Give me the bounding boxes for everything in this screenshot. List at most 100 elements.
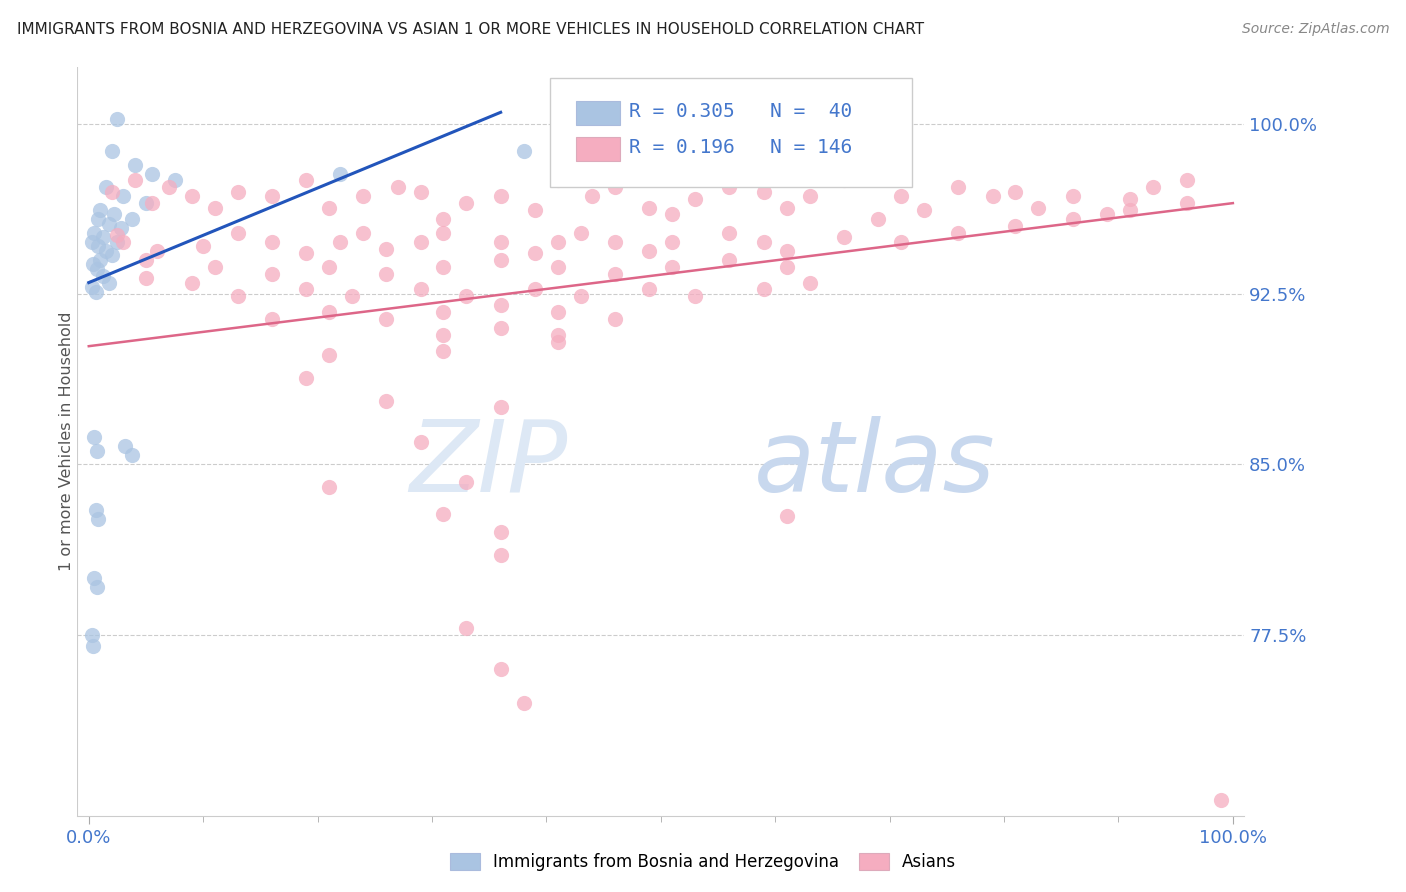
Point xyxy=(89,202,111,217)
Point xyxy=(547,173,569,187)
Point xyxy=(86,443,108,458)
Point xyxy=(456,289,478,303)
Point xyxy=(260,235,283,249)
Point xyxy=(683,289,706,303)
Point xyxy=(409,434,432,449)
Point xyxy=(329,235,352,249)
Point xyxy=(547,327,569,342)
Point xyxy=(776,201,799,215)
Point xyxy=(91,230,114,244)
Point xyxy=(409,185,432,199)
Point xyxy=(832,230,855,244)
Point xyxy=(1062,212,1084,227)
Point xyxy=(318,305,340,319)
Text: IMMIGRANTS FROM BOSNIA AND HERZEGOVINA VS ASIAN 1 OR MORE VEHICLES IN HOUSEHOLD : IMMIGRANTS FROM BOSNIA AND HERZEGOVINA V… xyxy=(17,22,924,37)
Point xyxy=(141,167,163,181)
Point xyxy=(110,221,132,235)
Point xyxy=(124,157,146,171)
FancyBboxPatch shape xyxy=(575,101,620,125)
Point xyxy=(121,212,143,227)
Point xyxy=(100,185,122,199)
Point xyxy=(752,185,775,199)
Point xyxy=(948,180,970,194)
Point xyxy=(868,212,890,227)
Point xyxy=(661,235,683,249)
Point xyxy=(98,217,121,231)
Point xyxy=(121,448,143,462)
Point xyxy=(94,180,117,194)
Point xyxy=(661,207,683,221)
Point xyxy=(100,144,122,158)
Point xyxy=(84,502,107,516)
Point xyxy=(226,289,249,303)
Point xyxy=(1175,173,1198,187)
Point xyxy=(776,509,799,524)
Text: ZIP: ZIP xyxy=(409,416,568,513)
FancyBboxPatch shape xyxy=(550,78,911,186)
Point xyxy=(112,189,135,203)
Point xyxy=(135,196,157,211)
Point xyxy=(799,276,821,290)
Point xyxy=(91,268,114,283)
Point xyxy=(1142,180,1164,194)
Point xyxy=(432,343,454,358)
Point xyxy=(1062,189,1084,203)
Point xyxy=(295,371,318,385)
Point xyxy=(512,696,534,710)
Point xyxy=(661,260,683,274)
Point xyxy=(114,439,136,453)
Point xyxy=(318,348,340,362)
Point xyxy=(163,173,186,187)
Point xyxy=(890,189,912,203)
Point xyxy=(226,226,249,240)
Point xyxy=(1028,201,1050,215)
Point xyxy=(1004,185,1026,199)
Point xyxy=(318,260,340,274)
FancyBboxPatch shape xyxy=(575,136,620,161)
Point xyxy=(489,401,512,415)
Point xyxy=(226,185,249,199)
Point xyxy=(432,305,454,319)
Point xyxy=(569,289,592,303)
Point xyxy=(489,321,512,335)
Point xyxy=(432,507,454,521)
Point xyxy=(1119,202,1142,217)
Point xyxy=(112,235,135,249)
Point xyxy=(547,260,569,274)
Point xyxy=(489,252,512,267)
Point xyxy=(83,430,105,444)
Point xyxy=(352,189,374,203)
Point xyxy=(329,167,352,181)
Point xyxy=(718,226,741,240)
Point xyxy=(146,244,169,258)
Point xyxy=(489,298,512,312)
Point xyxy=(295,246,318,260)
Point xyxy=(260,267,283,281)
Point xyxy=(204,260,226,274)
Point xyxy=(260,189,283,203)
Text: Source: ZipAtlas.com: Source: ZipAtlas.com xyxy=(1241,22,1389,37)
Point xyxy=(260,312,283,326)
Point xyxy=(981,189,1004,203)
Point xyxy=(638,244,661,258)
Point xyxy=(603,180,626,194)
Point xyxy=(318,480,340,494)
Point xyxy=(318,201,340,215)
Point xyxy=(340,289,363,303)
Point xyxy=(799,189,821,203)
Point xyxy=(638,201,661,215)
Point xyxy=(141,196,163,211)
Point xyxy=(105,227,128,242)
Text: R = 0.305   N =  40: R = 0.305 N = 40 xyxy=(630,102,852,120)
Point xyxy=(776,244,799,258)
Point xyxy=(1119,192,1142,206)
Point xyxy=(180,276,202,290)
Point xyxy=(752,235,775,249)
Point xyxy=(87,239,110,253)
Point xyxy=(547,235,569,249)
Point xyxy=(523,202,546,217)
Point xyxy=(638,282,661,296)
Point xyxy=(100,248,122,262)
Point xyxy=(84,285,107,299)
Point xyxy=(124,173,146,187)
